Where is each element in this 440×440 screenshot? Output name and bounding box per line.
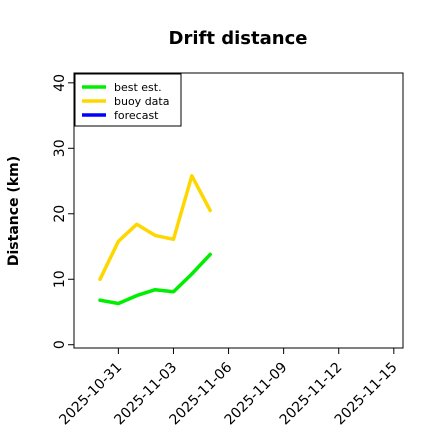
y-tick-label: 20 <box>52 205 68 223</box>
y-tick-label: 10 <box>52 270 68 288</box>
chart-title: Drift distance <box>169 28 308 49</box>
series-layer <box>98 174 212 306</box>
y-tick-label: 0 <box>52 340 68 349</box>
legend-box <box>74 73 182 127</box>
legend-label: forecast <box>114 109 159 122</box>
y-tick-label: 30 <box>52 139 68 157</box>
x-axis: 2025-10-312025-11-032025-11-062025-11-09… <box>56 348 401 428</box>
legend-label: best est. <box>114 81 162 94</box>
legend-label: buoy data <box>114 95 169 108</box>
y-axis-label: Distance (km) <box>6 156 22 266</box>
series-line <box>98 252 212 306</box>
y-tick-label: 40 <box>52 74 68 92</box>
y-axis: 0 10 20 30 40 <box>52 74 74 349</box>
series-line <box>98 174 212 282</box>
